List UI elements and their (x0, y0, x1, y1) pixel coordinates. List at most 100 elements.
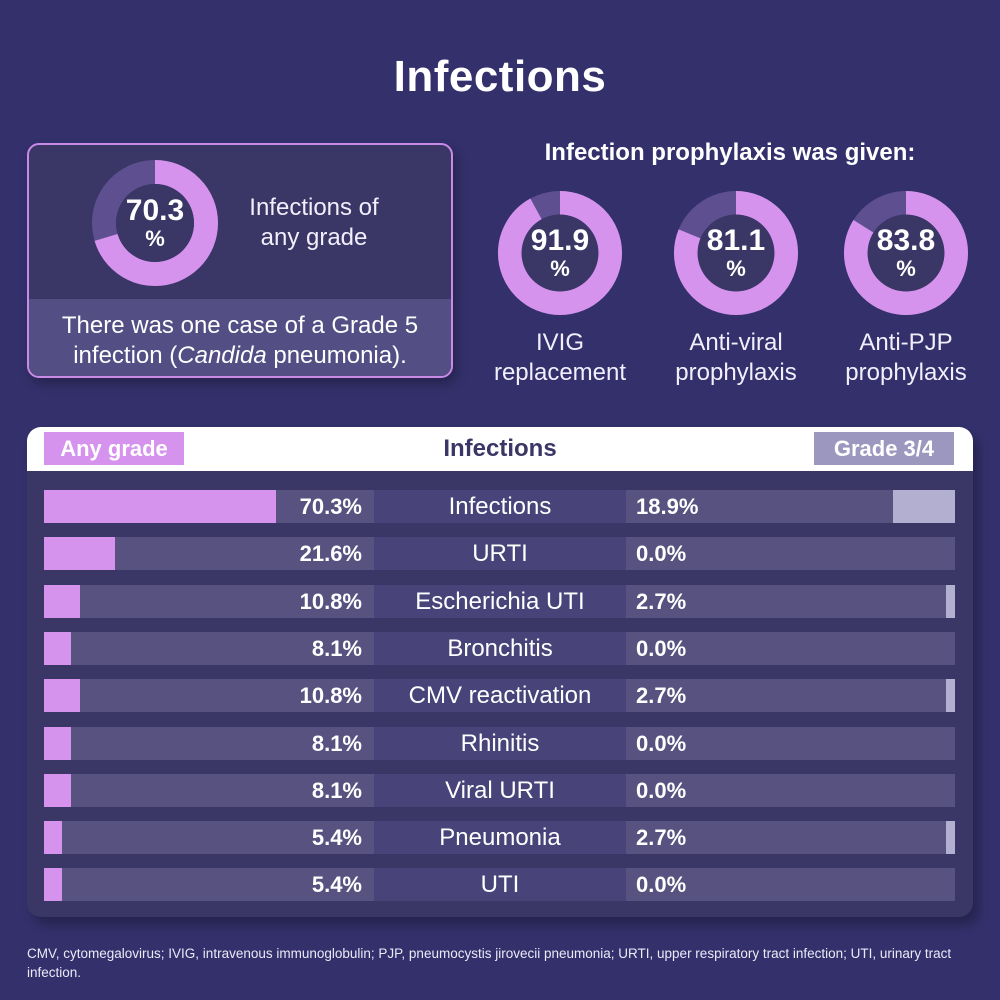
note-italic: Candida (177, 342, 267, 369)
antipjp-donut-chart (843, 190, 969, 316)
category-cell: Bronchitis (374, 631, 626, 665)
infections-table-panel: Any grade Infections Grade 3/4 70.3% Infe… (27, 427, 973, 917)
antiviral-donut-chart (673, 190, 799, 316)
grade34-track: 2.7% (626, 679, 955, 713)
antipjp-value: 83.8 (876, 224, 936, 257)
any-grade-bar (44, 679, 80, 713)
category-cell: UTI (374, 868, 626, 902)
grade34-bar (946, 584, 955, 618)
summary-card: 70.3 % Infections of any grade There was… (27, 143, 453, 378)
category-cell: Escherichia UTI (374, 584, 626, 618)
antipjp-donut-label: 83.8 % (843, 190, 969, 316)
any-grade-value-label: 10.8% (299, 588, 362, 614)
grade34-track: 0.0% (626, 537, 955, 571)
any-grade-bar (44, 773, 71, 807)
summary-donut-label: 70.3 % (91, 159, 219, 287)
summary-donut-chart (92, 160, 218, 286)
ivig-label-line2: replacement (493, 359, 627, 386)
grade34-track: 0.0% (626, 868, 955, 902)
category-cell: Viral URTI (374, 773, 626, 807)
any-grade-track: 5.4% (44, 821, 374, 855)
grade34-value-label: 2.7% (636, 683, 687, 709)
any-grade-value-label: 70.3% (299, 494, 362, 519)
table-row: 5.4% Pneumonia 2.7% (44, 821, 955, 855)
any-grade-track: 21.6% (44, 537, 374, 571)
ivig-donut-chart (497, 190, 623, 316)
any-grade-track: 70.3% (44, 490, 374, 523)
antipjp-label-line2: prophylaxis (845, 359, 967, 386)
category-label: Escherichia UTI (415, 587, 585, 615)
grade34-value-label: 2.7% (636, 825, 687, 851)
any-grade-value-label: 8.1% (311, 635, 362, 661)
grade34-value-label: 0.0% (636, 872, 687, 898)
antiviral-label-line2: prophylaxis (675, 359, 797, 386)
any-grade-bar (44, 726, 71, 760)
table-row: 8.1% Viral URTI 0.0% (44, 773, 955, 807)
any-grade-value-label: 10.8% (299, 683, 362, 709)
antipjp-donut: 83.8 % (843, 190, 969, 316)
any-grade-value-label: 8.1% (311, 730, 362, 756)
table-row: 8.1% Bronchitis 0.0% (44, 631, 955, 665)
grade34-bar (892, 490, 955, 523)
any-grade-track: 8.1% (44, 631, 374, 665)
antipjp-pct-symbol: % (896, 256, 916, 281)
antiviral-donut-label: 81.1 % (673, 190, 799, 316)
category-label: CMV reactivation (408, 682, 592, 710)
prophylaxis-antipjp: 83.8 % Anti-PJP prophylaxis (821, 190, 991, 388)
prophylaxis-ivig: 91.9 % IVIG replacement (475, 190, 645, 388)
category-label: Viral URTI (445, 776, 555, 804)
table-row: 10.8% CMV reactivation 2.7% (44, 679, 955, 713)
any-grade-value-label: 8.1% (311, 777, 362, 803)
category-label: Rhinitis (460, 729, 540, 757)
category-cell: Pneumonia (374, 821, 626, 855)
summary-description: Infections of any grade (249, 194, 379, 251)
antiviral-pct-symbol: % (726, 256, 746, 281)
antipjp-label: Anti-PJP prophylaxis (821, 328, 991, 388)
any-grade-value-label: 5.4% (311, 872, 362, 898)
any-grade-value-label: 5.4% (311, 825, 362, 851)
grade34-value-label: 18.9% (636, 494, 699, 519)
legend-grade-3-4: Grade 3/4 (814, 432, 954, 465)
antipjp-label-line1: Anti-PJP (859, 329, 953, 356)
grade34-track: 0.0% (626, 631, 955, 665)
category-cell: Infections (374, 490, 626, 523)
category-label: URTI (472, 540, 528, 568)
any-grade-track: 10.8% (44, 679, 374, 713)
category-cell: URTI (374, 537, 626, 571)
category-cell: CMV reactivation (374, 679, 626, 713)
page-title: Infections (393, 52, 607, 101)
category-label: UTI (480, 871, 520, 899)
any-grade-bar (44, 631, 71, 665)
table-row: 8.1% Rhinitis 0.0% (44, 726, 955, 760)
grade34-value-label: 2.7% (636, 588, 687, 614)
prophylaxis-2-value-arc (843, 190, 969, 316)
grade34-track: 2.7% (626, 584, 955, 618)
summary-note: There was one case of a Grade 5 infectio… (29, 299, 451, 376)
ivig-pct-symbol: % (550, 256, 570, 281)
table-header: Any grade Infections Grade 3/4 (27, 427, 973, 471)
ivig-value: 91.9 (530, 224, 590, 257)
any-grade-bar (44, 821, 62, 855)
category-label: Infections (448, 493, 552, 520)
table-title: Infections (443, 435, 557, 462)
grade34-track: 2.7% (626, 821, 955, 855)
table-row: 21.6% URTI 0.0% (44, 537, 955, 571)
legend-any-grade: Any grade (44, 432, 184, 465)
ivig-donut: 91.9 % (497, 190, 623, 316)
category-cell: Rhinitis (374, 726, 626, 760)
grade34-bar (946, 679, 955, 713)
prophylaxis-antiviral: 81.1 % Anti-viral prophylaxis (651, 190, 821, 388)
ivig-donut-label: 91.9 % (497, 190, 623, 316)
prophylaxis-0-value-arc (497, 190, 623, 316)
table-row: 70.3% Infections 18.9% (44, 490, 955, 523)
category-label: Bronchitis (447, 634, 553, 662)
summary-center (116, 184, 194, 262)
any-grade-bar (44, 490, 276, 523)
grade34-bar (946, 821, 955, 855)
summary-pct-symbol: % (145, 226, 165, 251)
grade34-track: 18.9% (626, 490, 955, 523)
any-grade-bar (44, 868, 62, 902)
table-row: 10.8% Escherichia UTI 2.7% (44, 584, 955, 618)
prophylaxis-1-center (697, 214, 775, 292)
footnote: CMV, cytomegalovirus; IVIG, intravenous … (27, 946, 952, 980)
